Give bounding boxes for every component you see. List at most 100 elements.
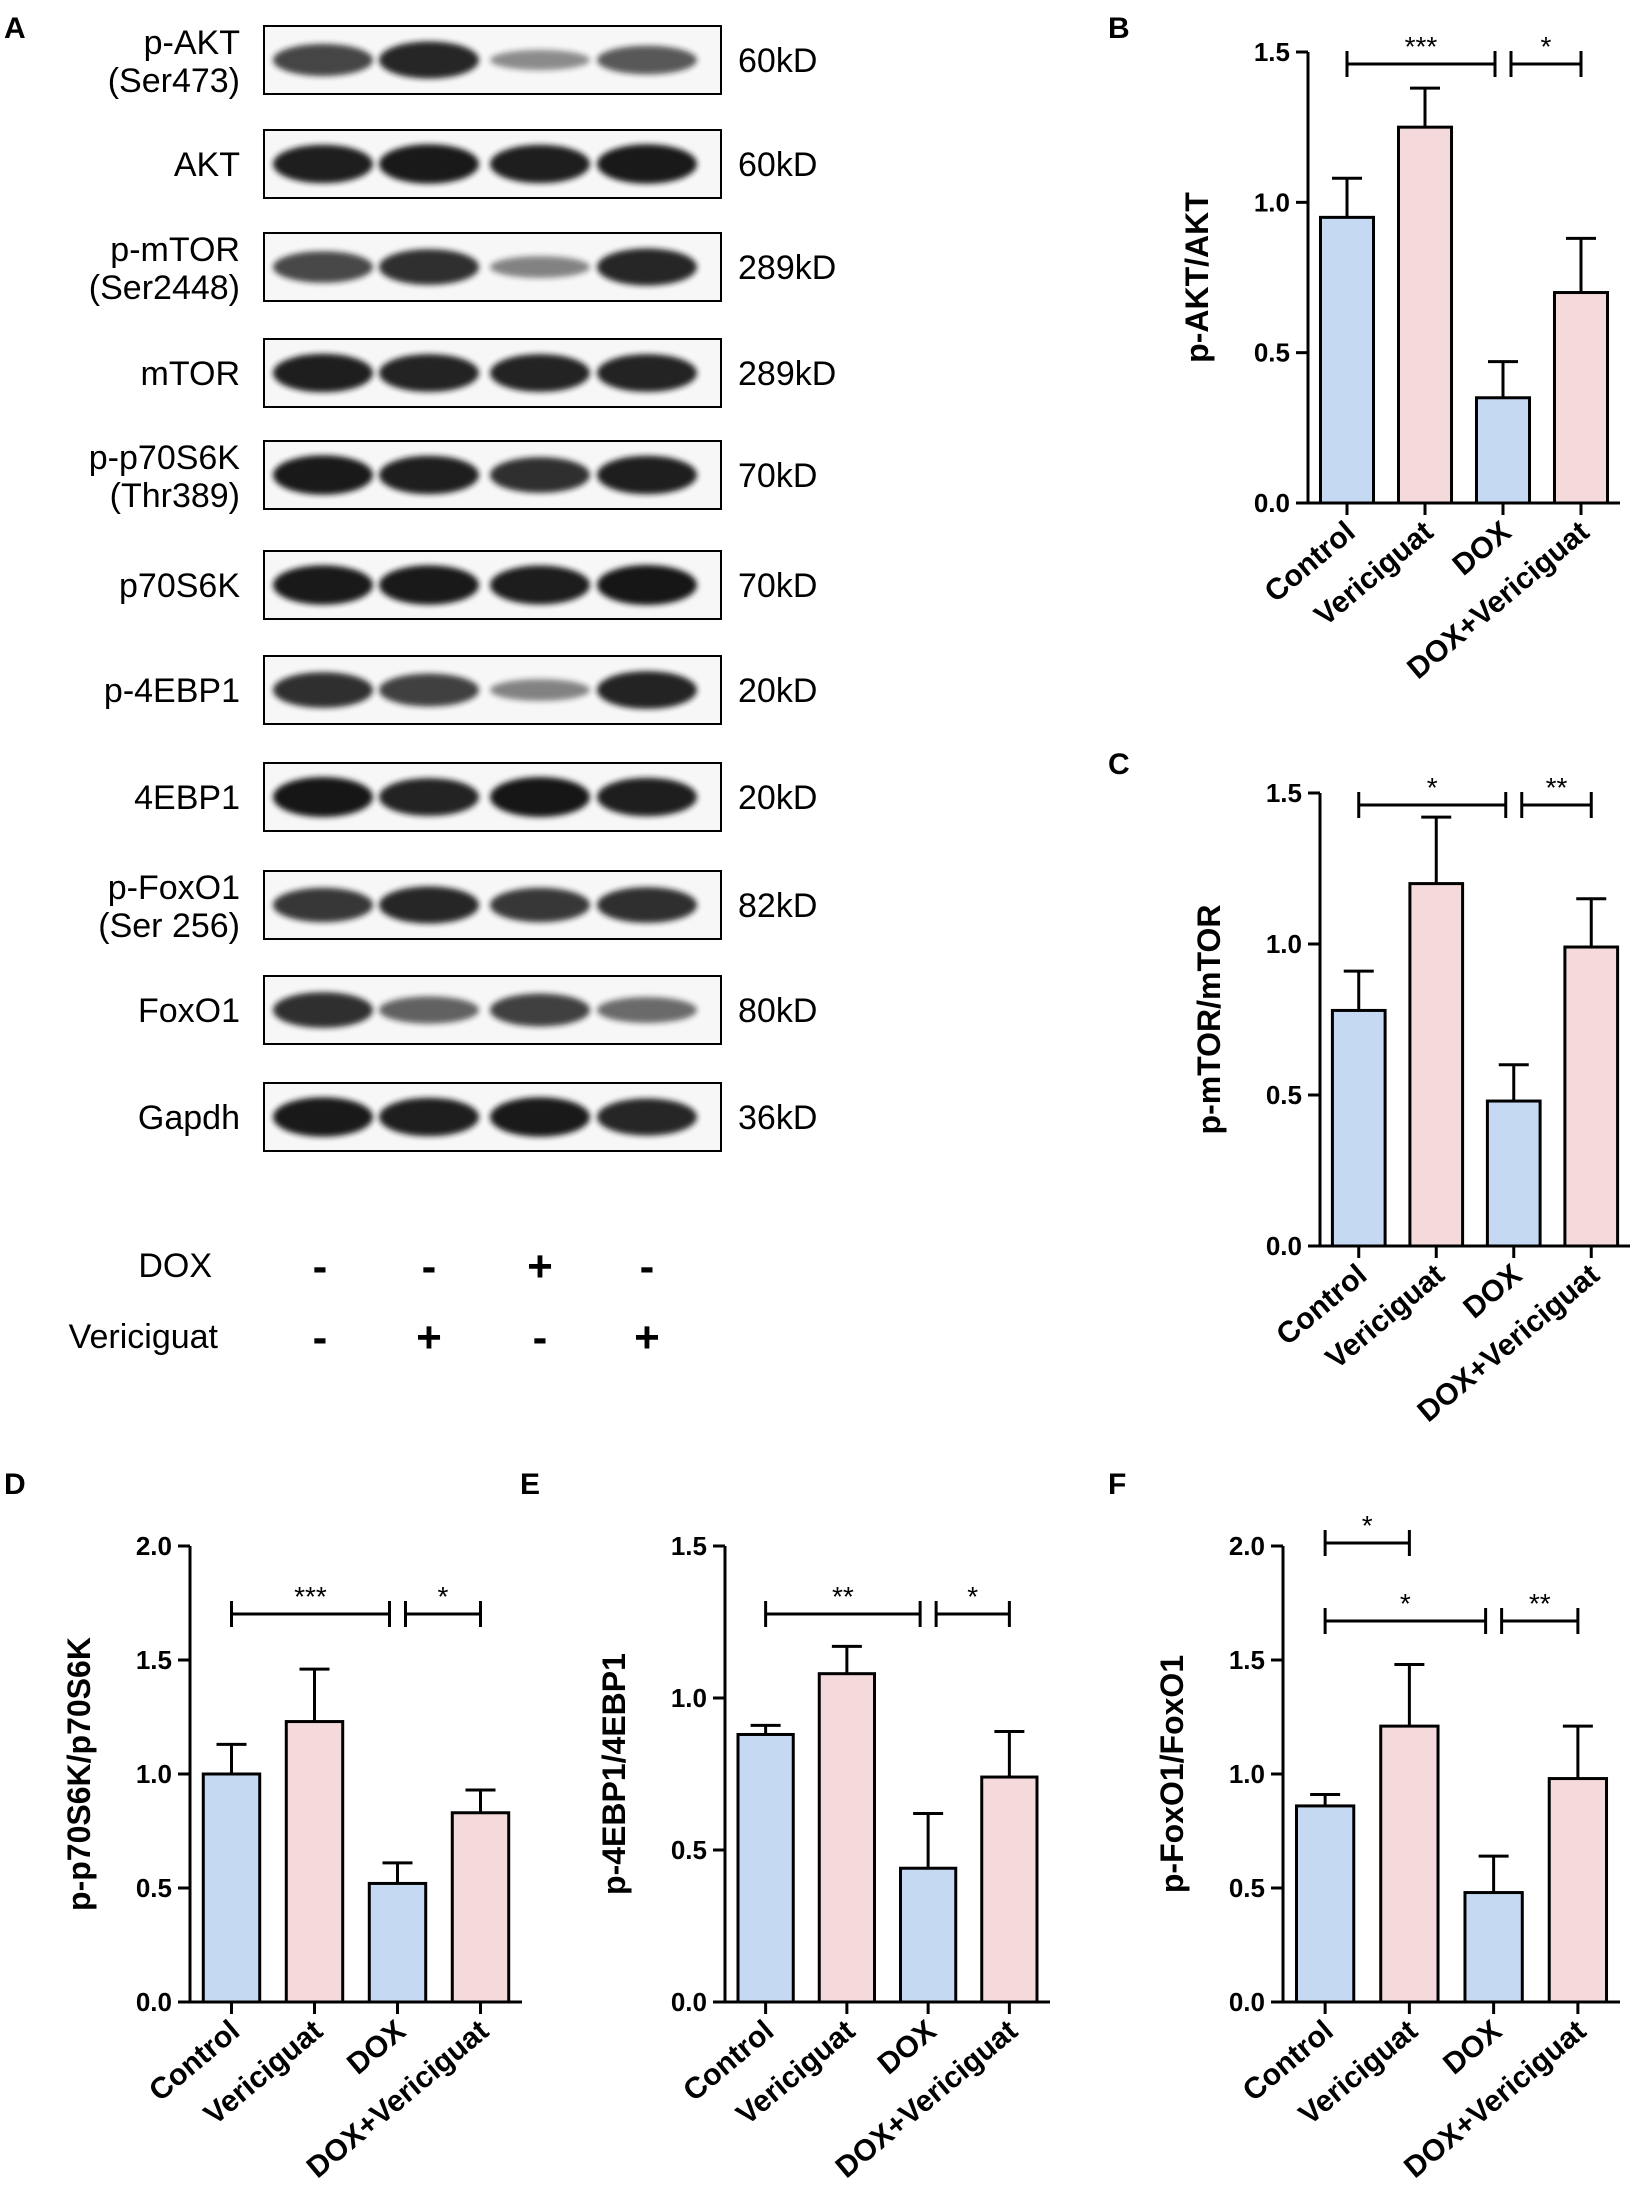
panel-letter-D: D — [4, 1468, 26, 1501]
blot-row-label: (Ser 256) — [98, 907, 240, 945]
blot-band — [273, 43, 373, 77]
blot-band — [490, 1097, 590, 1137]
blot-band — [490, 887, 590, 923]
bar — [1463, 1891, 1524, 2004]
y-tick-label: 1.5 — [1254, 37, 1290, 67]
blot-row-label: (Ser2448) — [89, 269, 240, 307]
blot-row: p-4EBP1 20kD — [104, 655, 817, 725]
blot-row-size: 36kD — [738, 1099, 817, 1137]
blot-band — [597, 144, 697, 184]
x-tick-label: DOX — [872, 2014, 943, 2081]
blot-row-size: 289kD — [738, 355, 836, 393]
blot-band — [273, 144, 373, 184]
y-axis-label: p-p70S6K/p70S6K — [61, 1637, 97, 1911]
blot-row: p-AKT(Ser473) 60kD — [108, 24, 818, 100]
blot-band — [273, 353, 373, 393]
bar — [1485, 1099, 1542, 1248]
blot-band — [379, 144, 479, 184]
blot-band — [379, 354, 479, 392]
blot-band — [273, 777, 373, 817]
y-tick-label: 0.5 — [1266, 1080, 1302, 1110]
blot-band — [379, 249, 479, 285]
significance-label: * — [1400, 1588, 1411, 1619]
blot-band — [273, 672, 373, 708]
blot-row: p-FoxO1(Ser 256) 82kD — [98, 869, 817, 945]
y-tick-label: 2.0 — [136, 1531, 172, 1561]
y-tick-label: 1.0 — [1229, 1759, 1265, 1789]
blot-row-size: 60kD — [738, 42, 817, 80]
blot-row: p-mTOR(Ser2448) 289kD — [89, 231, 836, 307]
blot-band — [273, 887, 373, 923]
blot-band — [597, 997, 697, 1023]
chart-C: 0.00.51.01.5p-mTOR/mTORControlVericiguat… — [1191, 772, 1630, 1429]
blot-band — [490, 565, 590, 605]
blot-band — [273, 1097, 373, 1137]
y-tick-label: 0.0 — [136, 1987, 172, 2017]
bar — [1318, 215, 1376, 505]
y-tick-label: 1.5 — [1229, 1645, 1265, 1675]
bar — [1474, 396, 1532, 505]
blot-row: FoxO1 80kD — [138, 975, 817, 1045]
significance-label: * — [1541, 31, 1552, 62]
blot-row-label: Gapdh — [138, 1099, 240, 1137]
blot-band — [597, 671, 697, 709]
blot-row: AKT 60kD — [174, 129, 817, 199]
blot-band — [273, 992, 373, 1028]
blot-band — [490, 679, 590, 701]
blot-band — [379, 778, 479, 816]
blot-row-label: p-p70S6K — [89, 439, 241, 477]
treatment-label: DOX — [138, 1247, 212, 1285]
blot-band — [490, 49, 590, 71]
blot-band — [379, 41, 479, 79]
treatment-sign: + — [634, 1313, 660, 1362]
y-tick-label: 0.5 — [1229, 1873, 1265, 1903]
blot-band — [490, 354, 590, 392]
significance-label: ** — [1529, 1588, 1551, 1619]
blot-band — [490, 993, 590, 1027]
blot-band — [597, 354, 697, 392]
bar — [284, 1720, 345, 2004]
significance-label: *** — [1405, 31, 1438, 62]
y-axis-label: p-FoxO1/FoxO1 — [1154, 1655, 1190, 1893]
y-tick-label: 0.0 — [1266, 1231, 1302, 1261]
blot-row-label: 4EBP1 — [134, 779, 240, 817]
blot-band — [597, 455, 697, 495]
y-axis-label: p-mTOR/mTOR — [1191, 905, 1227, 1135]
blot-row: 4EBP1 20kD — [134, 762, 817, 832]
bar — [980, 1775, 1039, 2004]
significance-label: ** — [832, 1581, 854, 1612]
y-tick-label: 0.0 — [1229, 1987, 1265, 2017]
treatment-sign: - — [422, 1242, 437, 1291]
y-tick-label: 1.0 — [1266, 929, 1302, 959]
blot-row: p70S6K 70kD — [119, 550, 817, 620]
blot-row-label: p70S6K — [119, 567, 240, 605]
treatment-sign: + — [416, 1313, 442, 1362]
blot-row-size: 60kD — [738, 146, 817, 184]
blot-band — [379, 455, 479, 495]
y-tick-label: 0.5 — [136, 1873, 172, 1903]
blot-band — [490, 457, 590, 493]
bar — [1396, 125, 1454, 505]
blot-band — [597, 45, 697, 75]
bar — [450, 1811, 511, 2004]
treatment-sign: - — [313, 1313, 328, 1362]
blot-band — [597, 1098, 697, 1136]
blot-row-size: 289kD — [738, 249, 836, 287]
chart-E: 0.00.51.01.5p-4EBP1/4EBP1ControlVericigu… — [596, 1531, 1050, 2185]
bar — [817, 1672, 876, 2004]
significance-label: * — [1427, 772, 1438, 803]
blot-row-size: 80kD — [738, 992, 817, 1030]
y-axis-label: p-4EBP1/4EBP1 — [596, 1653, 632, 1895]
bar — [367, 1881, 428, 2004]
y-tick-label: 1.5 — [136, 1645, 172, 1675]
bar — [1330, 1008, 1387, 1248]
blot-band — [379, 996, 479, 1024]
blot-band — [273, 455, 373, 495]
significance-label: * — [1362, 1510, 1373, 1541]
y-tick-label: 0.5 — [671, 1835, 707, 1865]
blot-row-size: 82kD — [738, 887, 817, 925]
y-tick-label: 2.0 — [1229, 1531, 1265, 1561]
treatment-sign: - — [313, 1242, 328, 1291]
